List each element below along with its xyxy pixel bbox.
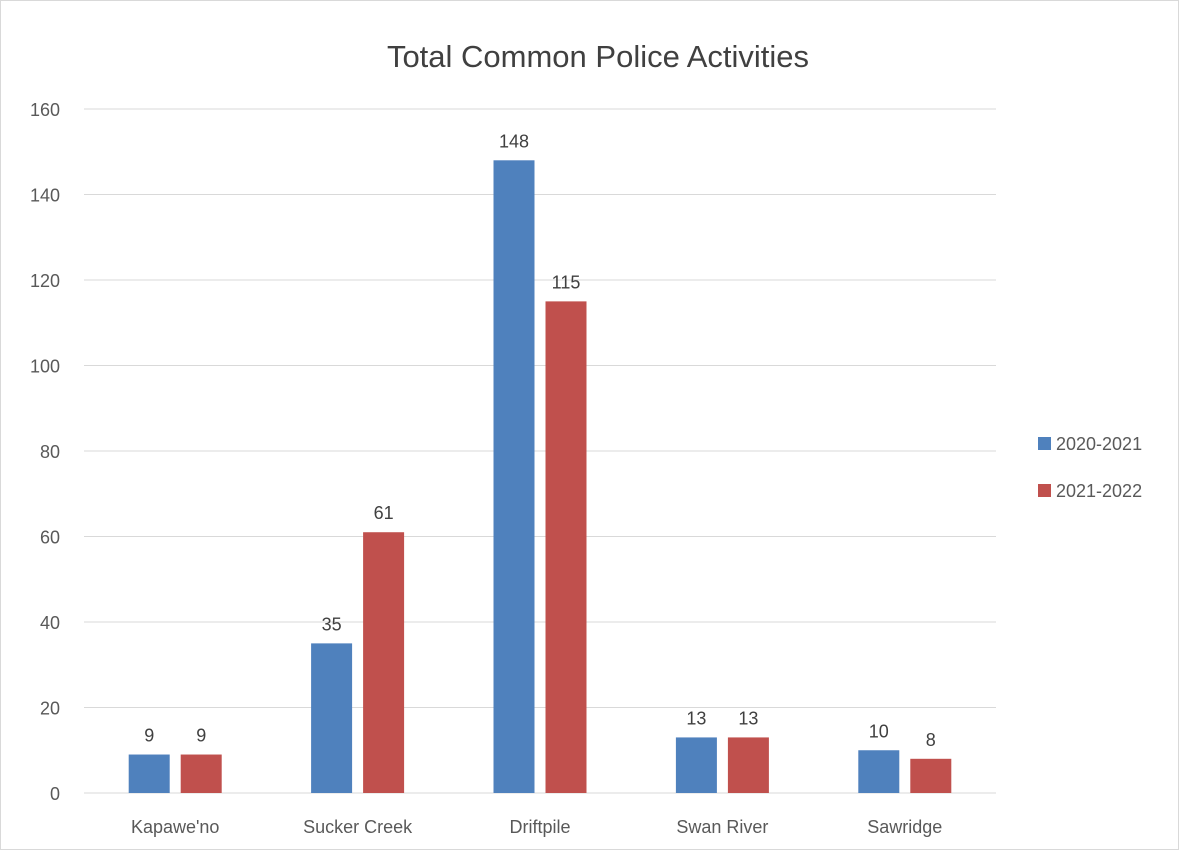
x-tick-label: Swan River (676, 817, 768, 837)
gridlines (84, 108, 996, 794)
data-label: 115 (552, 272, 581, 292)
legend-swatch (1038, 484, 1051, 497)
y-tick-label: 80 (40, 442, 60, 462)
bar (727, 737, 769, 793)
bar (858, 750, 900, 793)
bar (180, 754, 222, 793)
y-tick-label: 0 (50, 784, 60, 804)
data-label: 148 (499, 131, 529, 151)
data-label: 13 (738, 708, 758, 728)
x-tick-label: Kapawe'no (131, 817, 220, 837)
data-label: 9 (196, 726, 206, 746)
x-tick-label: Sawridge (867, 817, 942, 837)
data-label: 9 (144, 726, 154, 746)
chart-title: Total Common Police Activities (387, 39, 809, 74)
y-axis-tick-labels: 0 20 40 60 80 100 120 140 160 (30, 100, 60, 804)
y-tick-label: 60 (40, 528, 60, 548)
legend-label: 2020-2021 (1056, 434, 1142, 454)
legend: 2020-2021 2021-2022 (1038, 434, 1142, 501)
data-label: 13 (686, 708, 706, 728)
y-tick-label: 120 (30, 271, 60, 291)
x-tick-label: Sucker Creek (303, 817, 413, 837)
data-labels: 9 9 35 61 148 115 13 13 10 8 (144, 131, 936, 750)
legend-label: 2021-2022 (1056, 481, 1142, 501)
bar (363, 532, 405, 793)
bar (311, 643, 353, 793)
x-tick-label: Driftpile (509, 817, 570, 837)
x-axis-tick-labels: Kapawe'no Sucker Creek Driftpile Swan River… (131, 817, 942, 837)
data-label: 61 (374, 503, 394, 523)
y-tick-label: 140 (30, 186, 60, 206)
data-label: 35 (322, 614, 342, 634)
y-tick-label: 160 (30, 100, 60, 120)
bar (910, 758, 952, 793)
data-label: 10 (869, 721, 889, 741)
y-tick-label: 100 (30, 357, 60, 377)
y-tick-label: 20 (40, 699, 60, 719)
legend-swatch (1038, 437, 1051, 450)
bar (493, 160, 535, 794)
bar (128, 754, 170, 793)
y-tick-label: 40 (40, 613, 60, 633)
bars (128, 160, 952, 794)
data-label: 8 (926, 730, 936, 750)
bar (675, 737, 717, 793)
bar (545, 301, 587, 793)
